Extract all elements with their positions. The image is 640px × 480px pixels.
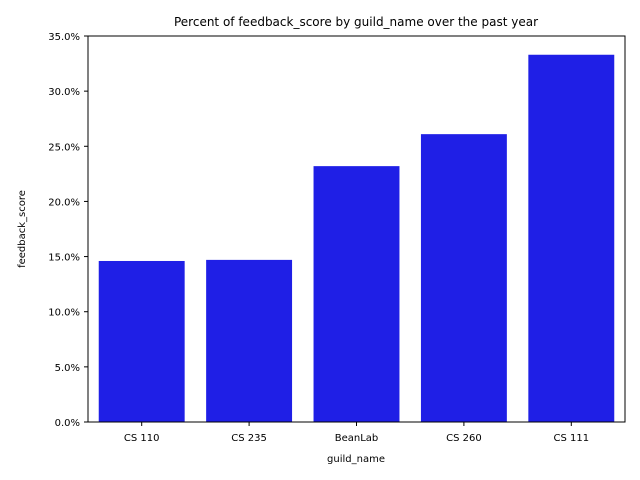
- y-tick-label: 0.0%: [55, 418, 80, 429]
- y-tick-label: 20.0%: [48, 197, 80, 208]
- y-tick-label: 10.0%: [48, 308, 80, 319]
- bar-beanlab: [313, 166, 400, 422]
- x-tick-label: CS 260: [446, 433, 482, 444]
- y-tick-label: 25.0%: [48, 142, 80, 153]
- y-tick-label: 15.0%: [48, 253, 80, 264]
- y-axis: 0.0% 5.0% 10.0% 15.0% 20.0% 25.0% 30.0% 35.0%: [48, 32, 88, 429]
- x-tick-label: CS 235: [231, 433, 267, 444]
- bars-group: [98, 54, 615, 423]
- bar-cs-110: [98, 260, 185, 422]
- bar-cs-260: [420, 134, 507, 422]
- y-tick-label: 5.0%: [55, 363, 80, 374]
- bar-cs-235: [206, 259, 293, 422]
- y-axis-label: feedback_score: [17, 190, 28, 268]
- x-tick-label: BeanLab: [335, 433, 379, 444]
- bar-cs-111: [528, 54, 615, 423]
- chart-title: Percent of feedback_score by guild_name …: [174, 15, 538, 29]
- x-tick-label: CS 110: [124, 433, 160, 444]
- x-axis: CS 110 CS 235 BeanLab CS 260 CS 111: [124, 422, 589, 444]
- y-tick-label: 30.0%: [48, 87, 80, 98]
- x-tick-label: CS 111: [553, 433, 589, 444]
- y-tick-label: 35.0%: [48, 32, 80, 43]
- plot-frame: [87, 35, 626, 423]
- x-axis-label: guild_name: [327, 454, 385, 465]
